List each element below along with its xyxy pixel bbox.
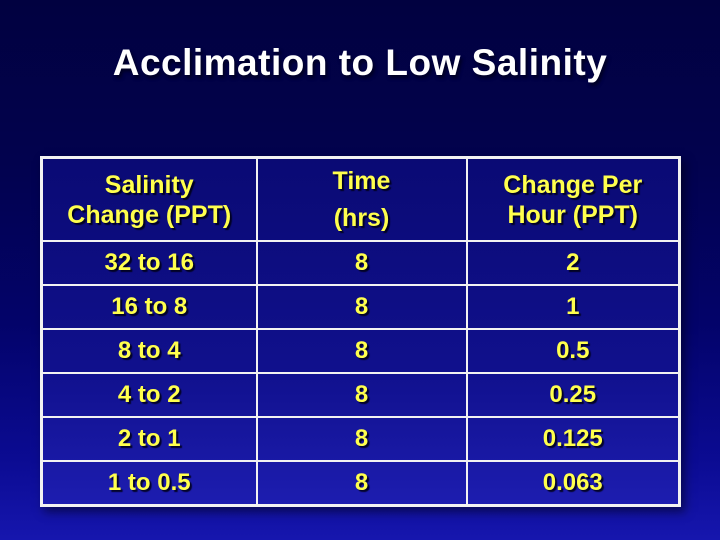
cell-change-per-hour: 0.063 xyxy=(465,460,681,507)
col-header-change-per-hour: Change Per Hour (PPT) xyxy=(465,156,681,242)
slide-title: Acclimation to Low Salinity xyxy=(112,42,608,83)
cell-time: 8 xyxy=(255,284,468,330)
table-row: 2 to 1 8 0.125 xyxy=(40,416,681,462)
header-line: (hrs) xyxy=(333,204,390,232)
header-line: Hour (PPT) xyxy=(507,200,639,229)
cell-time: 8 xyxy=(255,240,468,286)
cell-change-per-hour: 0.5 xyxy=(465,328,681,374)
cell-salinity-change: 8 to 4 xyxy=(40,328,258,374)
cell-salinity-change: 2 to 1 xyxy=(40,416,258,462)
cell-salinity-change: 16 to 8 xyxy=(40,284,258,330)
table-row: 32 to 16 8 2 xyxy=(40,240,681,286)
table-row: 8 to 4 8 0.5 xyxy=(40,328,681,374)
col-header-salinity-change: Salinity Change (PPT) xyxy=(40,156,258,242)
cell-change-per-hour: 1 xyxy=(465,284,681,330)
header-line: Salinity xyxy=(104,170,194,199)
cell-salinity-change: 32 to 16 xyxy=(40,240,258,286)
cell-salinity-change: 1 to 0.5 xyxy=(40,460,258,507)
cell-time: 8 xyxy=(255,328,468,374)
cell-time: 8 xyxy=(255,416,468,462)
cell-change-per-hour: 0.25 xyxy=(465,372,681,418)
cell-change-per-hour: 2 xyxy=(465,240,681,286)
header-line: Change Per xyxy=(503,170,643,199)
cell-time: 8 xyxy=(255,372,468,418)
cell-time: 8 xyxy=(255,460,468,507)
salinity-table: Salinity Change (PPT) Time (hrs) Change … xyxy=(40,156,681,507)
table-row: 4 to 2 8 0.25 xyxy=(40,372,681,418)
header-line: Time xyxy=(332,167,391,195)
header-line: Change (PPT) xyxy=(67,200,232,229)
table-header-row: Salinity Change (PPT) Time (hrs) Change … xyxy=(40,156,681,242)
col-header-time: Time (hrs) xyxy=(255,156,468,242)
cell-salinity-change: 4 to 2 xyxy=(40,372,258,418)
cell-change-per-hour: 0.125 xyxy=(465,416,681,462)
table-row: 1 to 0.5 8 0.063 xyxy=(40,460,681,507)
table-row: 16 to 8 8 1 xyxy=(40,284,681,330)
